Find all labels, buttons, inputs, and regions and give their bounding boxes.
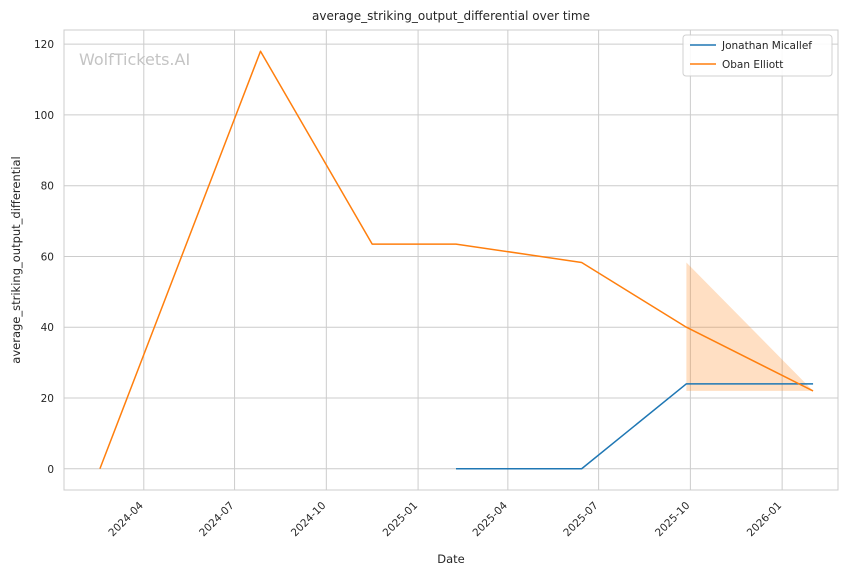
confidence-band-1 [686, 262, 814, 391]
legend-label-jonathan-micallef: Jonathan Micallef [721, 40, 812, 52]
chart-title: average_striking_output_differential ove… [312, 9, 590, 23]
x-tick-label: 2025-10 [653, 500, 693, 540]
y-tick-label: 20 [41, 393, 54, 405]
y-tick-label: 100 [34, 110, 54, 122]
x-tick-label: 2024-04 [106, 499, 146, 539]
x-tick-label: 2024-07 [197, 500, 237, 540]
y-tick-label: 40 [41, 322, 54, 334]
series-line-0 [455, 383, 814, 470]
y-tick-label: 80 [41, 181, 54, 193]
confidence-bands [686, 262, 814, 391]
x-tick-label: 2025-04 [470, 499, 510, 539]
y-tick-label: 0 [47, 464, 54, 476]
plot-area [63, 29, 839, 491]
x-tick-label: 2024-10 [289, 500, 329, 540]
x-axis-ticks: 2024-04 2024-07 2024-10 2025-01 2025-04 2025-… [106, 499, 784, 539]
x-tick-label: 2026-01 [745, 500, 785, 540]
y-axis-ticks: 0 20 40 60 80 100 120 [34, 39, 54, 476]
watermark: WolfTickets.AI [79, 50, 190, 69]
series-line-1 [99, 50, 814, 470]
legend-label-oban-elliott: Oban Elliott [722, 59, 783, 71]
x-axis-label: Date [437, 552, 465, 566]
y-tick-label: 60 [41, 251, 54, 263]
legend: Jonathan Micallef Oban Elliott [682, 34, 833, 77]
y-axis-label: average_striking_output_differential [9, 156, 23, 363]
x-tick-label: 2025-01 [381, 500, 421, 540]
x-tick-label: 2025-07 [561, 500, 601, 540]
series-lines [99, 50, 814, 470]
legend-box [682, 34, 833, 77]
y-tick-label: 120 [34, 39, 54, 51]
